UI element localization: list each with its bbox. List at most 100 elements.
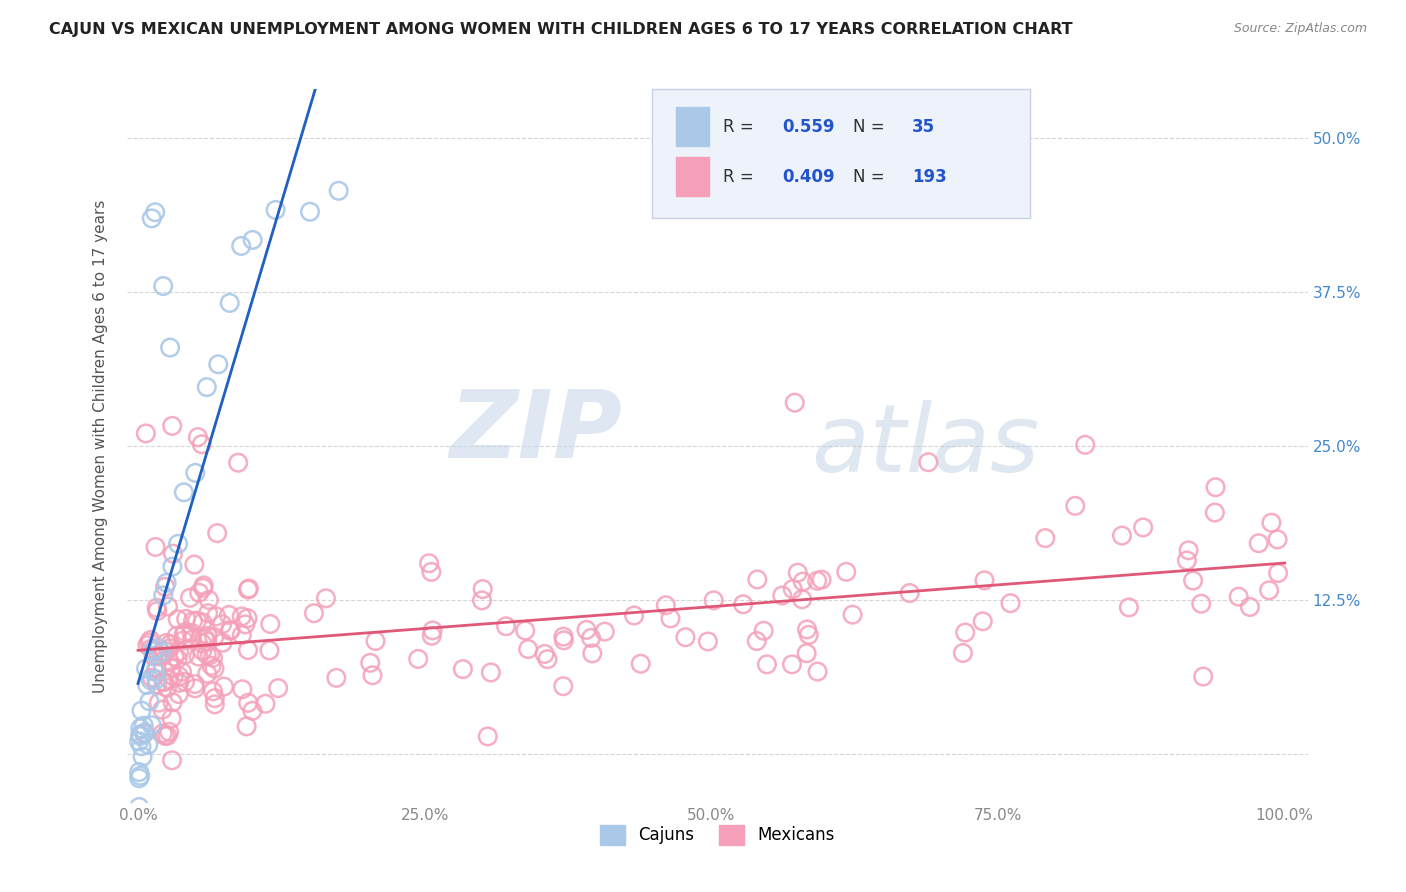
Point xyxy=(134,725,156,739)
Point xyxy=(1175,553,1198,567)
Point xyxy=(146,677,169,691)
Point xyxy=(145,600,167,615)
Point xyxy=(917,455,939,469)
Point xyxy=(160,661,183,675)
Point xyxy=(783,395,806,409)
Point xyxy=(183,558,205,572)
Point xyxy=(242,233,264,247)
Point xyxy=(1227,590,1250,604)
Point xyxy=(143,665,166,679)
Point xyxy=(138,694,160,708)
Point xyxy=(180,626,202,640)
FancyBboxPatch shape xyxy=(676,157,709,196)
Point xyxy=(141,671,163,685)
Point xyxy=(166,652,188,666)
Point xyxy=(406,652,429,666)
Point xyxy=(153,644,176,658)
Point xyxy=(169,669,191,683)
Point xyxy=(141,641,163,656)
Point xyxy=(152,649,174,664)
Point xyxy=(145,673,167,687)
Text: 0.559: 0.559 xyxy=(782,118,835,136)
Point xyxy=(159,637,181,651)
Point xyxy=(166,629,188,643)
Point xyxy=(138,635,160,649)
Point xyxy=(184,466,207,480)
Point xyxy=(675,630,697,644)
Point xyxy=(1258,583,1281,598)
Point xyxy=(181,632,204,647)
Point xyxy=(259,643,281,657)
Point xyxy=(359,656,381,670)
Point xyxy=(193,631,215,645)
Point xyxy=(197,606,219,620)
Point xyxy=(211,617,233,632)
Point xyxy=(167,676,190,690)
Point xyxy=(1118,600,1140,615)
Point xyxy=(1192,669,1215,683)
FancyBboxPatch shape xyxy=(652,89,1031,218)
Point xyxy=(364,634,387,648)
Point xyxy=(190,437,212,451)
Point xyxy=(786,566,808,580)
Point xyxy=(697,634,720,648)
Point xyxy=(166,612,188,626)
Point xyxy=(298,204,321,219)
Point xyxy=(131,704,153,718)
Point xyxy=(1267,533,1289,547)
Point xyxy=(264,202,287,217)
Point xyxy=(770,589,793,603)
Point xyxy=(191,636,214,650)
Point xyxy=(1205,480,1227,494)
Text: N =: N = xyxy=(853,168,890,186)
Point xyxy=(129,721,152,735)
Text: R =: R = xyxy=(723,168,759,186)
Point xyxy=(173,485,195,500)
Point xyxy=(139,673,162,687)
Point xyxy=(174,674,197,689)
Point xyxy=(129,729,152,743)
Point xyxy=(797,628,820,642)
Point xyxy=(156,729,179,743)
Point xyxy=(218,296,240,310)
Point xyxy=(361,668,384,682)
Point xyxy=(898,586,921,600)
Point xyxy=(810,573,832,587)
Point xyxy=(218,607,240,622)
Point xyxy=(236,582,259,597)
Point xyxy=(231,682,253,697)
Point xyxy=(136,638,159,652)
Point xyxy=(451,662,474,676)
Point xyxy=(200,659,222,673)
Point xyxy=(197,629,219,643)
Point xyxy=(160,753,183,767)
Point xyxy=(1177,543,1199,558)
Point xyxy=(141,211,163,226)
Text: 0.409: 0.409 xyxy=(782,168,835,186)
Point xyxy=(187,649,209,664)
Point xyxy=(128,800,150,814)
Point xyxy=(148,641,170,656)
Point xyxy=(792,574,814,589)
Point xyxy=(153,580,176,594)
Point xyxy=(204,698,226,712)
Point xyxy=(153,674,176,689)
Point xyxy=(195,666,218,681)
Point xyxy=(129,727,152,741)
Point xyxy=(553,633,575,648)
Point xyxy=(131,739,153,754)
Text: R =: R = xyxy=(723,118,759,136)
Point xyxy=(186,614,208,628)
Text: atlas: atlas xyxy=(811,401,1040,491)
Point xyxy=(143,205,166,219)
Point xyxy=(219,623,242,637)
Point xyxy=(160,418,183,433)
Point xyxy=(136,738,159,752)
Point xyxy=(703,593,725,607)
Text: N =: N = xyxy=(853,118,890,136)
Point xyxy=(146,604,169,618)
Point xyxy=(219,624,242,638)
Point xyxy=(1239,599,1261,614)
Point xyxy=(188,586,211,600)
Point xyxy=(1182,574,1205,588)
